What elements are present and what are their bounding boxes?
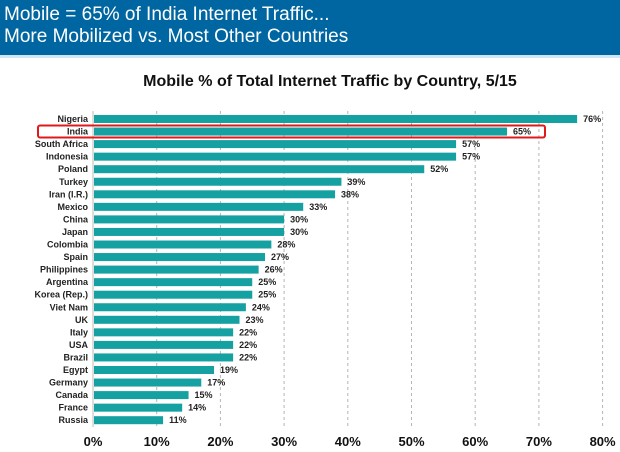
data-label: 57% xyxy=(462,139,480,149)
bar xyxy=(94,177,342,186)
bar xyxy=(94,290,253,299)
value-labels: 76%65%57%57%52%39%38%33%30%30%28%27%26%2… xyxy=(169,114,601,425)
category-label: Egypt xyxy=(63,365,88,375)
x-tick-label: 70% xyxy=(526,434,552,449)
bar xyxy=(94,366,215,374)
category-label: Mexico xyxy=(57,202,88,212)
data-label: 11% xyxy=(169,415,187,425)
category-label: Viet Nam xyxy=(50,302,88,312)
bar xyxy=(94,190,336,199)
bar xyxy=(94,140,457,149)
bar xyxy=(94,416,164,425)
category-label: Indonesia xyxy=(46,152,89,162)
data-label: 22% xyxy=(239,352,257,362)
data-label: 15% xyxy=(195,390,213,400)
category-label: China xyxy=(63,214,89,224)
category-label: India xyxy=(67,127,89,137)
category-label: Argentina xyxy=(46,277,89,287)
x-tick-label: 40% xyxy=(335,434,361,449)
bar xyxy=(94,378,202,387)
highlight-box-india xyxy=(37,124,546,139)
category-label: UK xyxy=(75,315,88,325)
category-label: Colombia xyxy=(47,240,89,250)
category-label: Spain xyxy=(63,252,88,262)
bar xyxy=(94,165,425,174)
data-label: 33% xyxy=(309,202,327,212)
data-label: 39% xyxy=(347,177,365,187)
bar xyxy=(94,391,189,400)
x-tick-label: 20% xyxy=(207,434,233,449)
category-label: Germany xyxy=(49,378,88,388)
bar xyxy=(94,403,183,412)
bar xyxy=(94,240,272,249)
header-title-line-2: More Mobilized vs. Most Other Countries xyxy=(4,26,349,47)
data-label: 30% xyxy=(290,227,308,237)
data-label: 17% xyxy=(207,378,225,388)
data-label: 14% xyxy=(188,403,206,413)
x-tick-label: 0% xyxy=(84,434,103,449)
category-label: France xyxy=(58,403,88,413)
bar xyxy=(94,227,285,236)
header-divider xyxy=(0,55,620,58)
data-label: 22% xyxy=(239,340,257,350)
bar xyxy=(94,265,259,274)
category-label: Italy xyxy=(70,327,88,337)
data-label: 24% xyxy=(252,302,270,312)
x-tick-label: 50% xyxy=(398,434,424,449)
category-label: Russia xyxy=(58,415,89,425)
data-label: 28% xyxy=(277,240,295,250)
bar xyxy=(94,328,234,337)
category-label: Iran (I.R.) xyxy=(49,189,88,199)
data-label: 22% xyxy=(239,327,257,337)
chart-title: Mobile % of Total Internet Traffic by Co… xyxy=(143,73,517,90)
bars xyxy=(94,115,578,425)
data-label: 23% xyxy=(246,315,264,325)
category-label: Japan xyxy=(62,227,88,237)
category-label: Canada xyxy=(55,390,89,400)
bar xyxy=(94,152,457,161)
slide-header: Mobile = 65% of India Internet Traffic..… xyxy=(0,0,620,55)
highlight-box xyxy=(37,124,546,139)
category-label: Poland xyxy=(58,164,88,174)
bar xyxy=(94,115,578,123)
x-axis-ticks: 0% 10% 20% 30% 40% 50% 60% 70% 80% xyxy=(84,434,616,449)
data-label: 30% xyxy=(290,214,308,224)
category-label: USA xyxy=(69,340,89,350)
data-label: 76% xyxy=(583,114,601,124)
data-label: 27% xyxy=(271,252,289,262)
bar xyxy=(94,253,265,262)
bar xyxy=(94,340,234,349)
bar xyxy=(94,215,285,224)
data-label: 26% xyxy=(265,265,283,275)
category-label: Brazil xyxy=(63,352,88,362)
bar xyxy=(94,303,246,312)
bar xyxy=(94,202,304,211)
data-label: 19% xyxy=(220,365,238,375)
data-label: 57% xyxy=(462,152,480,162)
x-tick-label: 30% xyxy=(271,434,297,449)
bar xyxy=(94,315,240,324)
x-tick-label: 10% xyxy=(144,434,170,449)
category-label: Turkey xyxy=(59,177,88,187)
data-label: 25% xyxy=(258,290,276,300)
data-label: 52% xyxy=(430,164,448,174)
x-tick-label: 80% xyxy=(590,434,616,449)
data-label: 38% xyxy=(341,189,359,199)
category-labels: Nigeria India South Africa Indonesia Poland T… xyxy=(34,114,89,425)
x-tick-label: 60% xyxy=(462,434,488,449)
category-label: Nigeria xyxy=(57,114,89,124)
category-label: Korea (Rep.) xyxy=(34,290,88,300)
bar xyxy=(94,278,253,287)
data-label: 25% xyxy=(258,277,276,287)
data-label: 65% xyxy=(513,127,531,137)
category-label: Philippines xyxy=(40,265,88,275)
header-title-line-1: Mobile = 65% of India Internet Traffic..… xyxy=(4,4,330,25)
category-label: South Africa xyxy=(35,139,89,149)
bar xyxy=(94,127,508,136)
bar xyxy=(94,353,234,362)
